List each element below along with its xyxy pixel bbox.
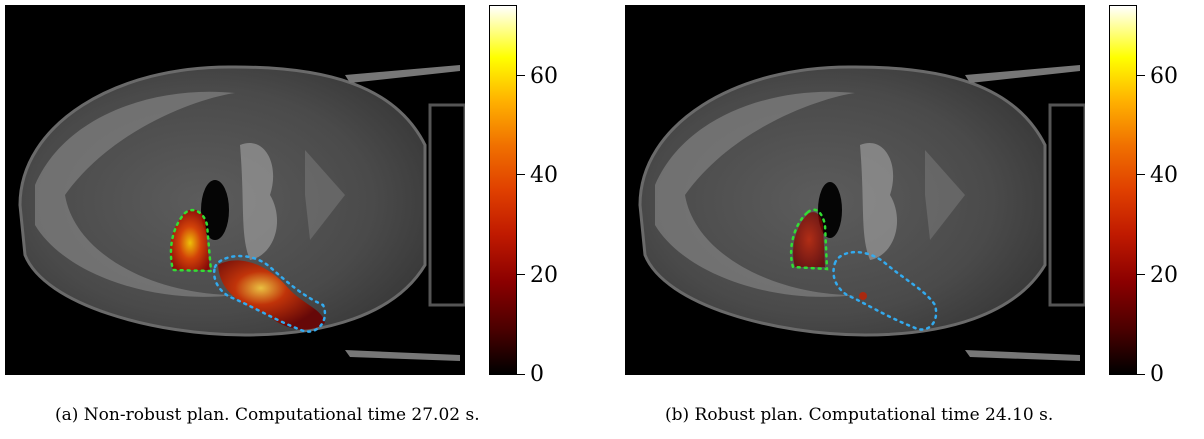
colorbar-tick-label: 40: [530, 163, 558, 188]
colorbar-tick: [517, 174, 525, 175]
colorbar-tick: [517, 274, 525, 275]
figure-panel-b: 60 40 20 0 (b) Robust plan. Computationa…: [620, 0, 1204, 439]
colorbar-tick: [1137, 75, 1145, 76]
ct-scan-image: [625, 5, 1085, 375]
colorbar-tick: [1137, 174, 1145, 175]
colorbar-tick-label: 60: [530, 64, 558, 89]
colorbar-tick-label: 60: [1150, 64, 1178, 89]
colorbar-tick: [517, 374, 525, 375]
figure-panel-a: 60 40 20 0 (a) Non-robust plan. Computat…: [0, 0, 600, 439]
colorbar-tick-label: 0: [1150, 362, 1164, 387]
colorbar-tick-label: 20: [1150, 263, 1178, 288]
colorbar-tick: [517, 75, 525, 76]
figure-caption: (a) Non-robust plan. Computational time …: [55, 405, 480, 425]
colorbar-tick: [1137, 274, 1145, 275]
colorbar-tick: [1137, 374, 1145, 375]
colorbar-tick-label: 20: [530, 263, 558, 288]
ct-scan-image: [5, 5, 465, 375]
colorbar: [1109, 5, 1137, 375]
colorbar-tick-label: 0: [530, 362, 544, 387]
figure-caption: (b) Robust plan. Computational time 24.1…: [665, 405, 1054, 425]
colorbar: [489, 5, 517, 375]
colorbar-tick-label: 40: [1150, 163, 1178, 188]
